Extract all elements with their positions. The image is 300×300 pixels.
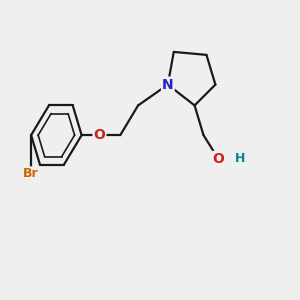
Text: N: N [162, 78, 174, 92]
Text: O: O [212, 152, 224, 166]
Text: O: O [94, 128, 105, 142]
Text: Br: Br [23, 167, 39, 180]
Text: H: H [235, 152, 245, 164]
